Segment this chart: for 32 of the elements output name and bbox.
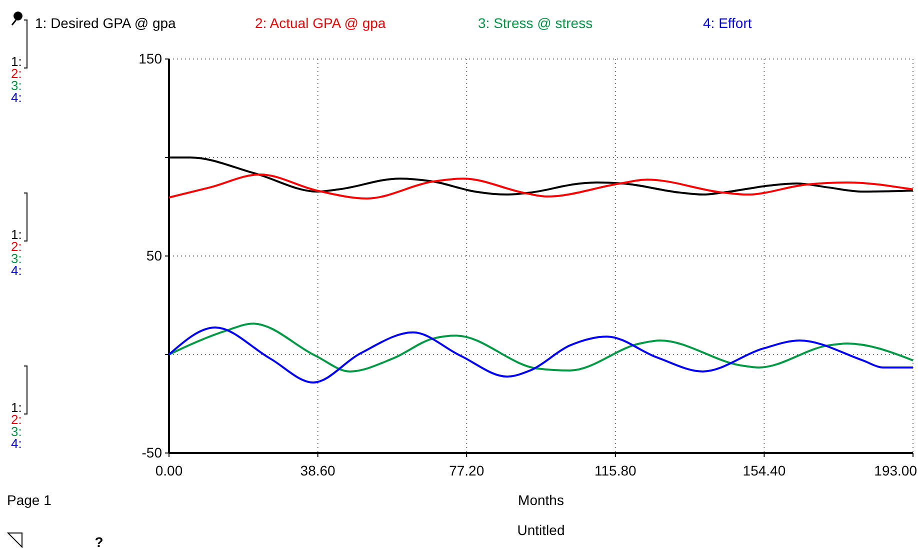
text: 3: bbox=[11, 251, 22, 266]
text: 3: bbox=[11, 78, 22, 93]
x-axis-title: Months bbox=[518, 492, 564, 508]
text: ? bbox=[94, 534, 104, 549]
x-tick-label: 0.00 bbox=[155, 462, 183, 478]
text: Untitled bbox=[517, 522, 565, 538]
text: 3: bbox=[11, 424, 22, 439]
x-tick-label: 115.80 bbox=[594, 462, 637, 478]
text: 2: bbox=[11, 239, 22, 254]
text: 1: bbox=[11, 400, 22, 415]
text: 2: Actual GPA @ gpa bbox=[255, 15, 386, 31]
y-tick-label: 150 bbox=[138, 50, 162, 66]
text: 2: bbox=[11, 412, 22, 427]
line-series bbox=[168, 173, 914, 200]
text: 3: Stress @ stress bbox=[478, 15, 593, 31]
x-tick-label: 154.40 bbox=[742, 462, 786, 478]
x-tick-label: 38.60 bbox=[300, 462, 336, 478]
legend-label: 1: Desired GPA @ gpa bbox=[35, 15, 176, 31]
text: 1: bbox=[11, 54, 22, 69]
text: 1: bbox=[11, 227, 22, 242]
text: 4: Effort bbox=[703, 15, 752, 31]
y-tick-label: 50 bbox=[146, 247, 162, 264]
text: 4: bbox=[11, 90, 22, 105]
text: 4: bbox=[11, 436, 22, 451]
text: Page 1 bbox=[7, 492, 52, 508]
text: 4: bbox=[11, 263, 22, 278]
x-tick-label: 193.00 bbox=[874, 462, 918, 478]
y-tick-label: -50 bbox=[142, 444, 162, 460]
x-tick-label: 77.20 bbox=[449, 462, 484, 478]
line-series bbox=[168, 326, 914, 384]
text: 2: bbox=[11, 66, 22, 81]
line-series bbox=[168, 322, 914, 372]
